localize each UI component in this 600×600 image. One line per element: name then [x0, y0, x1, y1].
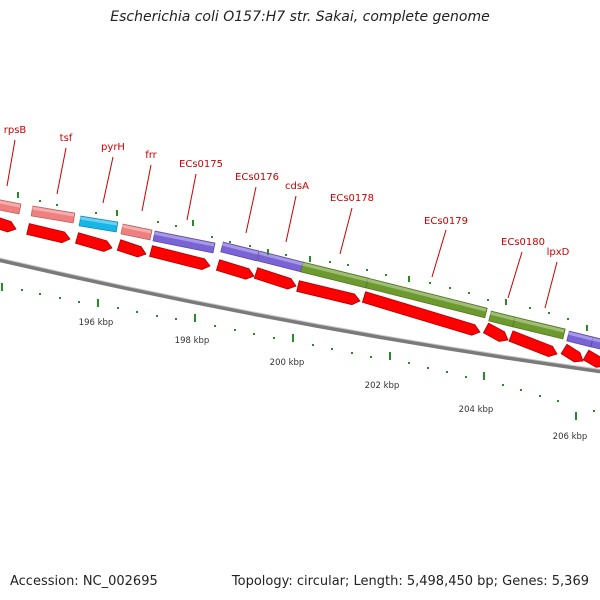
scale-label: 204 kbp — [459, 405, 494, 415]
gene-label-cdsA: cdsA — [285, 181, 309, 192]
cds-arrow — [26, 223, 71, 244]
scale-label: 196 kbp — [79, 318, 114, 328]
leader-line-ECs0178 — [339, 207, 353, 255]
gene-feature-pyrH — [78, 215, 119, 233]
cds-arrow — [215, 259, 255, 280]
gene-label-ECs0178: ECs0178 — [330, 193, 374, 204]
cds-arrow — [482, 322, 509, 342]
leader-line-rpsB — [6, 139, 16, 187]
gene-feature-ECs0180 — [512, 316, 566, 340]
cds-arrow — [296, 280, 361, 306]
scale-ticks — [1, 192, 595, 420]
leader-line-ECs0179 — [431, 229, 447, 278]
leader-line-frr — [141, 164, 152, 212]
map-title: Escherichia coli O157:H7 str. Sakai, com… — [110, 9, 490, 25]
gene-label-ECs0179: ECs0179 — [424, 216, 468, 227]
leader-line-ECs0180 — [507, 251, 523, 299]
gene-feature-sheen-pyrH — [79, 216, 118, 226]
gene-label-frr: frr — [145, 150, 157, 161]
cds-layer — [0, 217, 600, 368]
gene-feature-sheen-ECs0179 — [366, 278, 487, 312]
gene-feature-sheen-lpxD — [591, 337, 600, 343]
gene-feature-frr — [120, 223, 153, 241]
gene-feature-tsf — [30, 205, 76, 224]
gene-layer — [0, 199, 600, 350]
cds-arrow — [253, 267, 297, 290]
accession-text: Accession: NC_002695 — [10, 574, 158, 589]
gene-label-pyrH: pyrH — [101, 142, 125, 153]
scale-label: 200 kbp — [270, 358, 305, 368]
leader-line-tsf — [56, 147, 67, 195]
gene-label-tsf: tsf — [60, 133, 73, 144]
gene-feature-sheen-ECs0175 — [153, 231, 215, 247]
gene-labels: rpsB tsf pyrH frr ECs0175 ECs0176 cdsA ECs0178 E… — [4, 125, 570, 309]
gene-feature-sheen-ECs0178 — [301, 262, 368, 282]
gene-feature-sheen-rpsB — [0, 200, 21, 208]
leader-line-pyrH — [102, 156, 114, 204]
gene-feature-sheen-tsf — [31, 206, 75, 217]
gene-label-lpxD: lpxD — [547, 247, 570, 258]
leader-line-cdsA — [285, 195, 297, 243]
gene-feature-rpsB — [0, 199, 22, 215]
scale-label: 206 kbp — [553, 432, 588, 442]
gene-label-rpsB: rpsB — [4, 125, 27, 136]
gene-label-ECs0180: ECs0180 — [501, 237, 545, 248]
scale-label: 202 kbp — [365, 381, 400, 391]
leader-line-lpxD — [544, 261, 558, 309]
gene-feature-sheen-ECs0180 — [489, 311, 515, 321]
genome-summary: Topology: circular; Length: 5,498,450 bp… — [231, 574, 589, 589]
cds-arrow — [508, 330, 558, 358]
gene-feature-sheen-lpxD — [567, 331, 593, 341]
gene-feature-sheen-ECs0176 — [221, 242, 259, 255]
genome-backbone — [0, 258, 600, 374]
gene-feature-sheen-cdsA — [258, 251, 303, 266]
cds-arrow — [116, 239, 147, 258]
leader-line-ECs0176 — [245, 186, 257, 234]
gene-feature-ECs0176 — [220, 241, 260, 262]
gene-label-ECs0176: ECs0176 — [235, 172, 279, 183]
gene-feature-sheen-ECs0180 — [513, 317, 565, 333]
cds-arrow — [560, 343, 584, 363]
cds-arrow — [149, 245, 211, 271]
gene-feature-ECs0175 — [152, 230, 216, 254]
cds-arrow — [361, 291, 481, 336]
scale-label: 198 kbp — [175, 336, 210, 346]
gene-feature-ECs0179 — [365, 277, 488, 319]
scale-labels: 196 kbp 198 kbp 200 kbp 202 kbp 204 kbp 206 k… — [79, 318, 588, 442]
gene-feature-sheen-frr — [121, 224, 152, 234]
genome-backbone-highlight — [0, 257, 600, 370]
gene-label-ECs0175: ECs0175 — [179, 159, 223, 170]
cds-arrow — [582, 349, 600, 368]
cds-arrow — [75, 232, 113, 252]
cds-arrow — [0, 217, 17, 233]
leader-line-ECs0175 — [186, 173, 197, 221]
